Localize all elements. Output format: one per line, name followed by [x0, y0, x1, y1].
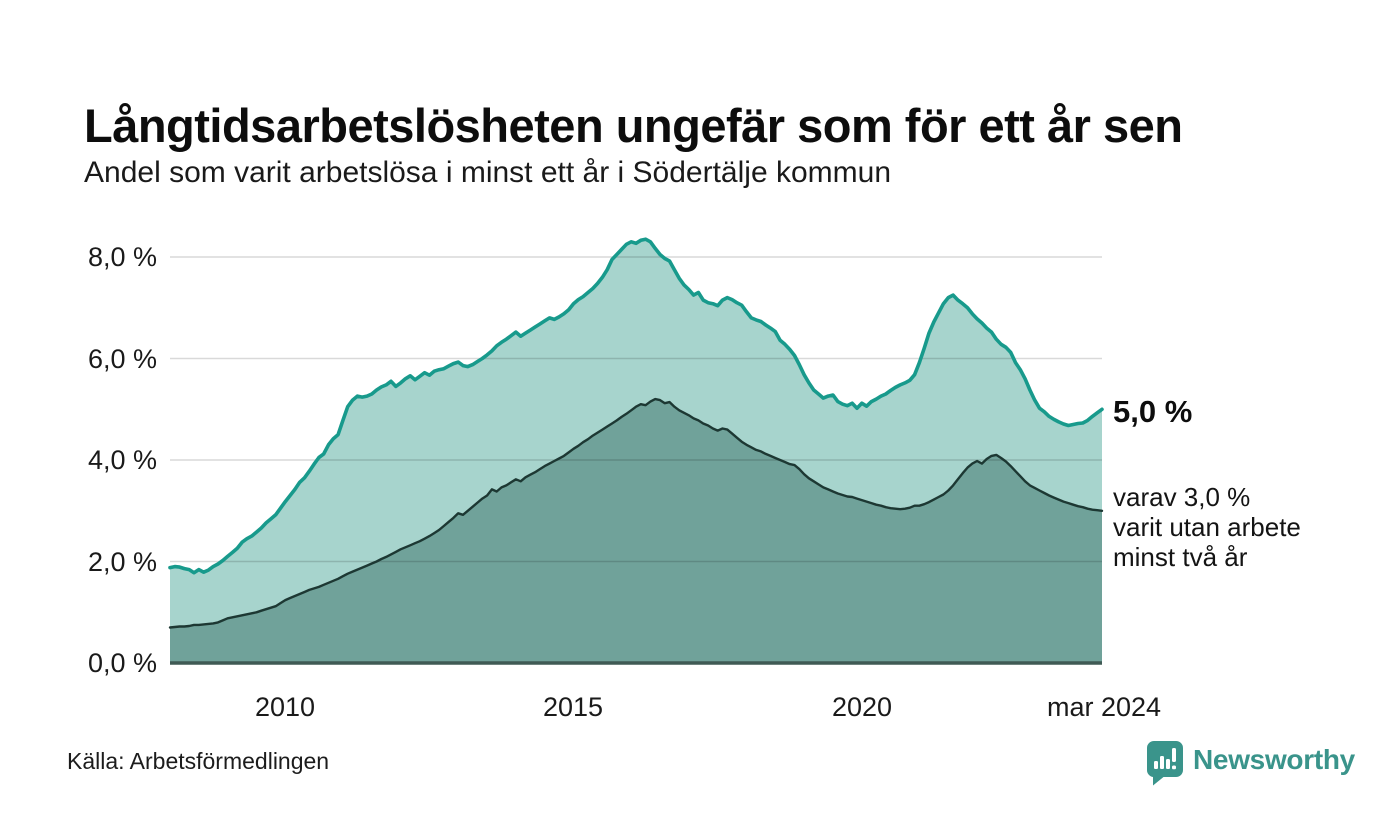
brand-name: Newsworthy — [1193, 743, 1355, 775]
x-axis-tick-2015: 2015 — [542, 692, 604, 722]
x-axis-tick-2010: 2010 — [254, 692, 316, 722]
x-axis-tick-2020: 2020 — [831, 692, 893, 722]
logo-bar-2 — [1160, 756, 1164, 769]
chart-subtitle: Andel som varit arbetslösa i minst ett å… — [84, 156, 891, 189]
x-axis-tick-mar-2024: mar 2024 — [1046, 692, 1162, 722]
y-axis-tick-2: 2,0 % — [87, 547, 157, 577]
logo-bar-3 — [1166, 759, 1170, 769]
logo-exclamation-dot — [1172, 765, 1176, 770]
secondary-value-annotation: varav 3,0 % varit utan arbete minst två … — [1113, 482, 1301, 572]
source-note: Källa: Arbetsförmedlingen — [67, 748, 330, 774]
y-axis-tick-8: 8,0 % — [87, 242, 157, 272]
y-axis-tick-4: 4,0 % — [87, 445, 157, 475]
newsworthy-logo-icon — [1146, 741, 1183, 786]
newsworthy-brand: Newsworthy — [1146, 740, 1355, 786]
latest-value-annotation: 5,0 % — [1113, 394, 1193, 429]
page-title: Långtidsarbetslösheten ungefär som för e… — [84, 99, 1183, 153]
y-axis-tick-6: 6,0 % — [87, 344, 157, 374]
logo-exclamation-bar — [1172, 748, 1176, 762]
logo-bar-1 — [1154, 761, 1158, 769]
line-unemployed-one-year — [168, 237, 1104, 575]
line-unemployed-two-years — [168, 397, 1104, 629]
annotation-line-1: varav 3,0 % — [1113, 482, 1251, 512]
logo-bubble-shape — [1146, 741, 1183, 786]
y-axis-tick-0: 0,0 % — [87, 648, 157, 678]
annotation-line-3: minst två år — [1113, 542, 1248, 572]
annotation-line-2: varit utan arbete — [1113, 512, 1301, 542]
area-unemployed-two-years — [170, 399, 1102, 663]
